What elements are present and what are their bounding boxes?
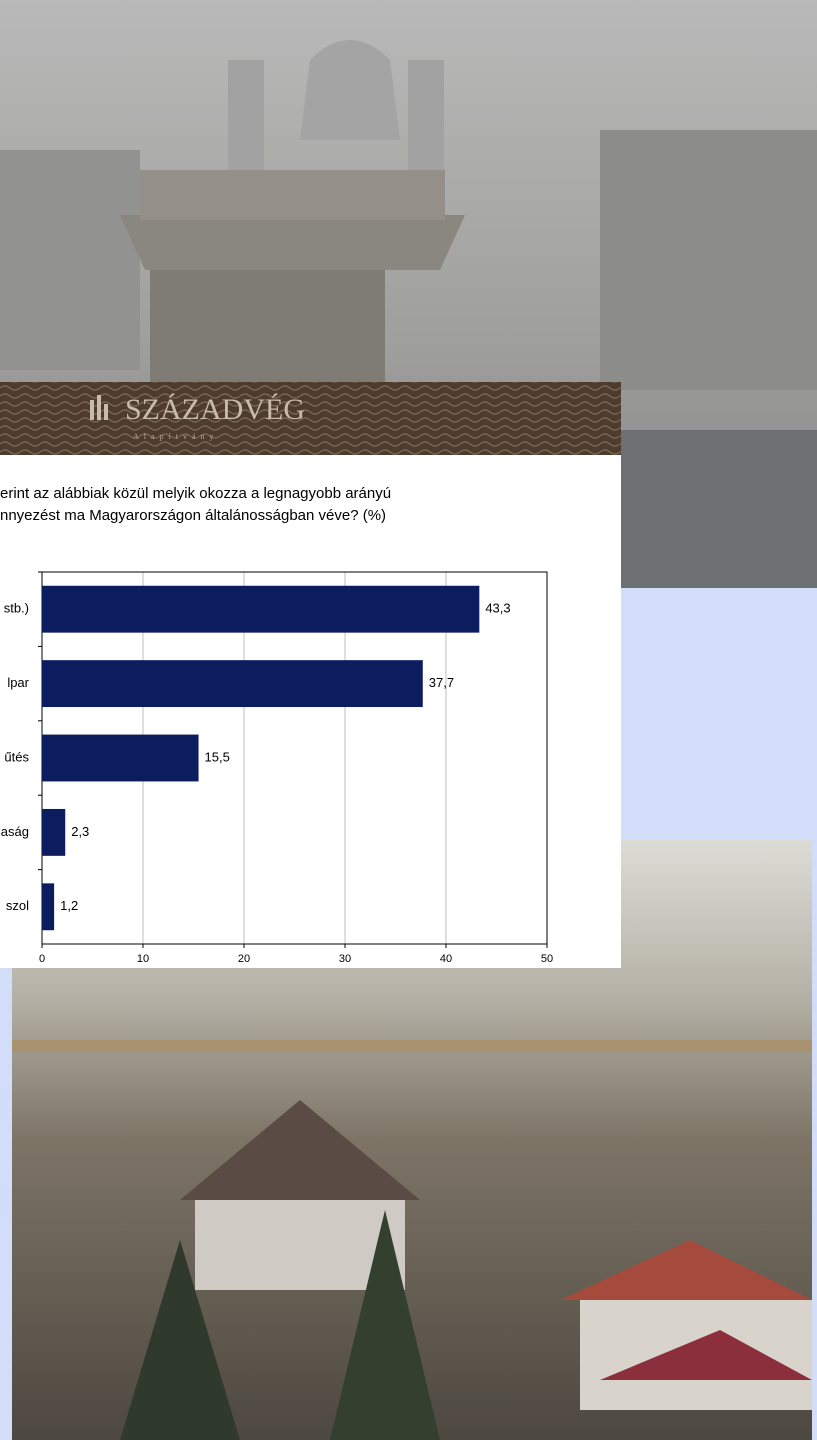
y-tick-label: stb.) bbox=[4, 601, 29, 616]
value-label: 37,7 bbox=[429, 675, 454, 690]
y-tick-label: aság bbox=[1, 824, 29, 839]
top-photo bbox=[0, 0, 817, 588]
y-tick-label: szol bbox=[6, 898, 29, 913]
y-tick-label: űtés bbox=[4, 749, 29, 764]
x-tick-label: 0 bbox=[39, 953, 45, 965]
x-tick-label: 10 bbox=[137, 953, 149, 965]
header-band bbox=[0, 382, 621, 455]
bar bbox=[42, 808, 66, 856]
brand: SZÁZADVÉG bbox=[125, 393, 305, 426]
x-tick-label: 50 bbox=[541, 953, 553, 965]
title-line: nnyezést ma Magyarországon általánosságb… bbox=[0, 507, 386, 524]
x-tick-label: 20 bbox=[238, 953, 250, 965]
value-label: 43,3 bbox=[485, 601, 510, 616]
bar bbox=[42, 734, 199, 782]
bar bbox=[42, 660, 423, 708]
x-tick-label: 30 bbox=[339, 953, 351, 965]
plot: 0 10 20 30 40 50 stb.) 43,3 lpar 37,7 űtés 15,5 aság… bbox=[1, 571, 553, 965]
x-tick-label: 40 bbox=[440, 953, 452, 965]
brand-sub: Alapítvány bbox=[133, 432, 219, 441]
value-label: 2,3 bbox=[71, 824, 89, 839]
title-line: erint az alábbiak közül melyik okozza a … bbox=[0, 485, 391, 502]
value-label: 1,2 bbox=[60, 898, 78, 913]
chart-panel: SZÁZADVÉG Alapítvány erint az alábbiak k… bbox=[0, 382, 621, 968]
bar bbox=[42, 883, 55, 931]
value-label: 15,5 bbox=[205, 749, 230, 764]
bar bbox=[42, 585, 480, 633]
y-tick-label: lpar bbox=[7, 675, 29, 690]
